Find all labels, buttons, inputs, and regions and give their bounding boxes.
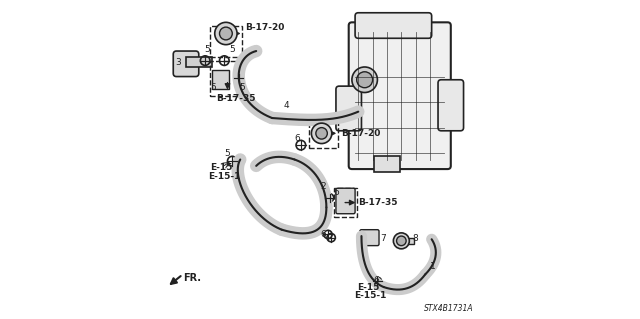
Text: 6: 6 <box>333 189 339 197</box>
Text: 5: 5 <box>239 83 244 92</box>
Text: 6: 6 <box>295 134 301 143</box>
FancyBboxPatch shape <box>403 238 414 244</box>
Text: E-15-1: E-15-1 <box>208 172 240 181</box>
Circle shape <box>394 233 410 249</box>
FancyBboxPatch shape <box>438 80 463 131</box>
Circle shape <box>352 67 378 93</box>
Text: 8: 8 <box>413 234 419 243</box>
Text: 5: 5 <box>229 45 235 54</box>
Text: 3: 3 <box>175 58 181 67</box>
FancyBboxPatch shape <box>355 13 431 38</box>
Text: E-15-1: E-15-1 <box>355 291 387 300</box>
Text: E-15: E-15 <box>356 283 379 292</box>
Circle shape <box>356 72 372 88</box>
FancyBboxPatch shape <box>212 70 229 89</box>
FancyBboxPatch shape <box>336 188 355 214</box>
Text: 6: 6 <box>320 230 326 239</box>
Text: B-17-20: B-17-20 <box>245 23 284 32</box>
FancyBboxPatch shape <box>336 86 362 131</box>
FancyBboxPatch shape <box>173 51 199 77</box>
Text: E-15: E-15 <box>210 163 232 172</box>
Text: 7: 7 <box>381 234 387 243</box>
Text: B-17-20: B-17-20 <box>340 129 380 138</box>
Text: 5: 5 <box>204 45 210 54</box>
Text: B-17-35: B-17-35 <box>216 94 256 103</box>
Text: 1: 1 <box>430 262 436 271</box>
Text: 2: 2 <box>320 182 326 191</box>
Text: B-17-35: B-17-35 <box>358 198 398 207</box>
FancyBboxPatch shape <box>349 22 451 169</box>
Circle shape <box>312 123 332 144</box>
Text: 4: 4 <box>284 101 289 110</box>
Text: STX4B1731A: STX4B1731A <box>424 304 473 313</box>
Text: 5: 5 <box>211 83 216 92</box>
Circle shape <box>215 22 237 45</box>
Text: FR.: FR. <box>184 273 202 283</box>
Text: 5: 5 <box>225 149 230 158</box>
Circle shape <box>397 236 406 246</box>
Text: 6: 6 <box>373 276 379 285</box>
FancyBboxPatch shape <box>360 230 379 246</box>
FancyBboxPatch shape <box>186 57 212 67</box>
Circle shape <box>316 128 327 139</box>
FancyBboxPatch shape <box>374 156 400 172</box>
Circle shape <box>220 27 232 40</box>
